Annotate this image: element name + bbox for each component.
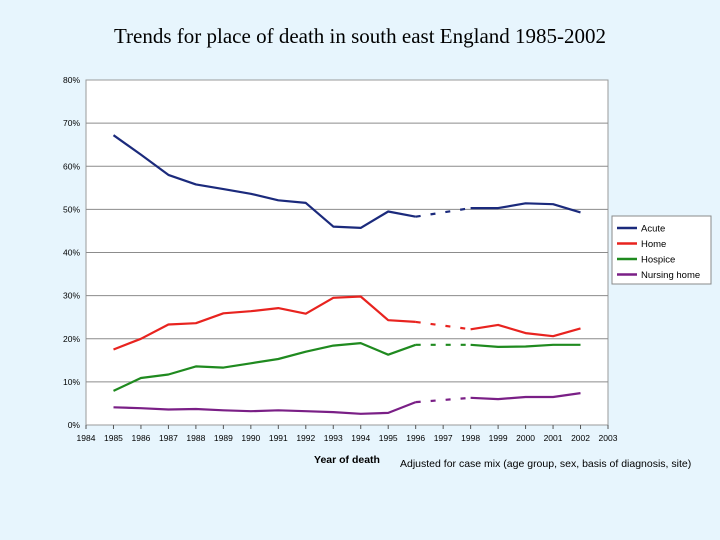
y-tick-label: 50% xyxy=(63,204,80,214)
x-tick-label: 2003 xyxy=(599,433,618,443)
chart-title: Trends for place of death in south east … xyxy=(113,24,607,48)
series-gap-acute xyxy=(415,206,471,218)
x-axis-label: Year of death xyxy=(314,454,380,466)
y-tick-label: 70% xyxy=(63,118,80,128)
x-tick-label: 1995 xyxy=(379,433,398,443)
x-tick-label: 1997 xyxy=(434,433,453,443)
legend-label-nursing-home: Nursing home xyxy=(641,270,700,281)
x-tick-label: 1988 xyxy=(186,433,205,443)
y-tick-label: 60% xyxy=(63,161,80,171)
y-tick-label: 10% xyxy=(63,377,80,387)
x-tick-label: 1998 xyxy=(461,433,480,443)
series-line-acute xyxy=(470,202,581,214)
x-tick-label: 1991 xyxy=(269,433,288,443)
y-tick-label: 80% xyxy=(63,75,80,85)
legend-label-home: Home xyxy=(641,239,666,250)
x-tick-label: 1989 xyxy=(214,433,233,443)
legend-label-acute: Acute xyxy=(641,224,665,235)
x-tick-label: 2000 xyxy=(516,433,535,443)
x-tick-label: 2001 xyxy=(544,433,563,443)
series-gap-home xyxy=(415,320,471,331)
x-tick-label: 1986 xyxy=(131,433,150,443)
y-tick-label: 30% xyxy=(63,291,80,301)
x-tick-label: 1990 xyxy=(241,433,260,443)
series-line-acute xyxy=(112,134,416,229)
series-line-nursing-home xyxy=(470,392,581,401)
series-line-home xyxy=(113,295,416,351)
x-tick-label: 1999 xyxy=(489,433,508,443)
series-line-home xyxy=(470,323,581,338)
y-tick-label: 0% xyxy=(68,420,81,430)
x-tick-label: 1984 xyxy=(77,433,96,443)
series-gap-nursing-home xyxy=(415,396,471,404)
x-tick-label: 1985 xyxy=(104,433,123,443)
legend: Acute Home Hospice Nursing home xyxy=(611,215,712,285)
legend-label-hospice: Hospice xyxy=(641,255,675,266)
x-tick-label: 1993 xyxy=(324,433,343,443)
series-line-nursing-home xyxy=(113,401,417,415)
y-tick-label: 40% xyxy=(63,248,80,258)
adjustment-note: Adjusted for case mix (age group, sex, b… xyxy=(400,458,692,470)
x-tick-label: 1994 xyxy=(351,433,370,443)
x-tick-label: 2002 xyxy=(571,433,590,443)
x-tick-label: 1987 xyxy=(159,433,178,443)
x-tick-label: 1992 xyxy=(296,433,315,443)
series-line-hospice xyxy=(470,343,581,348)
x-tick-label: 1996 xyxy=(406,433,425,443)
series-line-hospice xyxy=(113,342,417,392)
y-tick-label: 20% xyxy=(63,334,80,344)
